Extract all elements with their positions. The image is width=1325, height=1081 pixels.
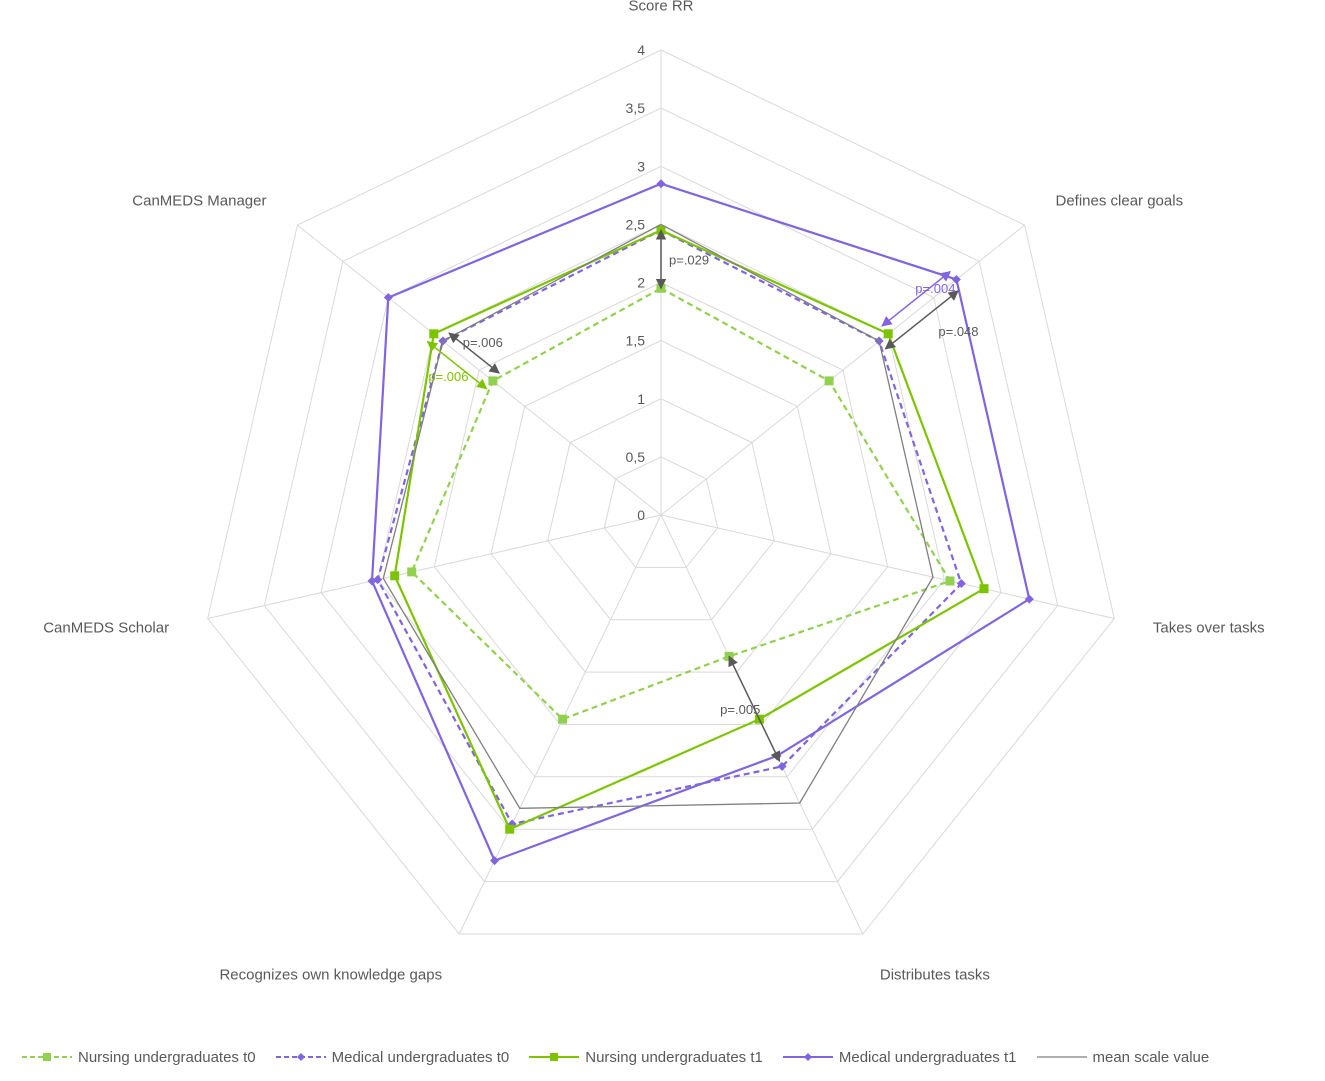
point-medical-undergraduates-t1-0 — [656, 179, 666, 189]
tick-label-4: 2 — [637, 275, 645, 291]
point-nursing-undergraduates-t0-1 — [824, 376, 834, 386]
axis-label-takes-over-tasks: Takes over tasks — [1153, 619, 1265, 636]
grid-ring-3 — [490, 340, 832, 673]
axis-label-canmeds-manager: CanMEDS Manager — [132, 192, 266, 209]
annotation-arrow-5 — [448, 332, 500, 374]
point-nursing-undergraduates-t0-5 — [407, 567, 417, 577]
annotation-label-1: p=.004 — [915, 281, 955, 296]
legend-swatch-medical-undergraduates-t0 — [275, 1053, 326, 1061]
point-medical-undergraduates-t1-2 — [1024, 594, 1034, 604]
legend-label-nursing-undergraduates-t0: Nursing undergraduates t0 — [78, 1048, 256, 1066]
grid-ring-5 — [377, 223, 945, 778]
point-nursing-undergraduates-t0-6 — [488, 376, 498, 386]
legend-swatch-mean-scale-value — [1036, 1056, 1087, 1058]
point-nursing-undergraduates-t1-2 — [979, 584, 989, 594]
spoke-1 — [660, 224, 1025, 516]
axis-label-defines-clear-goals: Defines clear goals — [1056, 192, 1184, 209]
axis-label-distributes-tasks: Distributes tasks — [880, 967, 990, 984]
point-medical-undergraduates-t0-3 — [777, 761, 787, 771]
axis-label-recognizes-own-knowledge-gaps: Recognizes own knowledge gaps — [219, 967, 442, 984]
point-medical-undergraduates-t1-4 — [490, 856, 500, 866]
series-line-medical-undergraduates-t1 — [370, 182, 1031, 862]
tick-label-8: 4 — [637, 42, 645, 58]
point-medical-undergraduates-t0-2 — [956, 579, 966, 589]
series-nursing-undergraduates-t1 — [390, 225, 989, 834]
annotation-label-0: p=.029 — [669, 252, 709, 267]
grid-ring-8 — [207, 49, 1115, 935]
annotation-5: p=.006 — [448, 332, 503, 374]
axis-label-score-rr: Score RR — [628, 0, 693, 15]
legend-item-medical-undergraduates-t1: Medical undergraduates t1 — [781, 1049, 1017, 1066]
grid-ring-1 — [603, 456, 719, 568]
legend-item-nursing-undergraduates-t1: Nursing undergraduates t1 — [527, 1049, 763, 1066]
legend: Nursing undergraduates t0 Medical undergr… — [20, 1044, 1320, 1070]
tick-label-2: 1 — [637, 391, 645, 407]
annotation-1: p=.004 — [881, 270, 955, 327]
point-nursing-undergraduates-t1-5 — [390, 571, 400, 581]
spoke-5 — [207, 514, 662, 619]
spoke-4 — [458, 514, 662, 935]
grid-ring-7 — [263, 107, 1059, 883]
axis-labels: Score RR Defines clear goals Takes over ta… — [43, 0, 1264, 984]
annotation-0: p=.029 — [655, 229, 709, 290]
tick-label-5: 2,5 — [626, 216, 646, 232]
point-medical-undergraduates-t1-6 — [383, 293, 393, 303]
annotation-label-3: p=.005 — [720, 702, 760, 717]
annotation-label-4: p=.006 — [428, 369, 468, 384]
radial-tick-labels: 0 0,5 1 1,5 2 2,5 3 3,5 4 — [626, 42, 646, 523]
point-medical-undergraduates-t1-1 — [951, 274, 961, 284]
series-line-mean-scale-value — [382, 223, 934, 809]
tick-label-0: 0 — [637, 507, 645, 523]
series-line-nursing-undergraduates-t0 — [410, 287, 952, 721]
legend-swatch-nursing-undergraduates-t1 — [529, 1053, 580, 1061]
legend-label-mean-scale-value: mean scale value — [1092, 1048, 1210, 1066]
spoke-2 — [660, 514, 1115, 619]
annotation-2: p=.048 — [884, 290, 979, 350]
tick-label-7: 3,5 — [626, 100, 646, 116]
tick-label-6: 3 — [637, 158, 645, 174]
annotation-arrow-1 — [881, 270, 952, 327]
series-mean-scale-value — [382, 223, 934, 809]
legend-label-medical-undergraduates-t0: Medical undergraduates t0 — [331, 1048, 510, 1066]
legend-label-medical-undergraduates-t1: Medical undergraduates t1 — [838, 1048, 1017, 1066]
legend-item-medical-undergraduates-t0: Medical undergraduates t0 — [274, 1048, 510, 1066]
tick-label-3: 1,5 — [626, 333, 646, 349]
point-medical-undergraduates-t1-5 — [367, 576, 377, 586]
legend-item-nursing-undergraduates-t0: Nursing undergraduates t0 — [20, 1049, 256, 1066]
tick-label-1: 0,5 — [626, 449, 646, 465]
annotation-arrow-2 — [884, 290, 959, 350]
legend-swatch-medical-undergraduates-t1 — [782, 1053, 833, 1061]
series-line-medical-undergraduates-t0 — [376, 228, 963, 826]
point-nursing-undergraduates-t1-4 — [505, 824, 515, 834]
legend-item-mean-scale-value: mean scale value — [1035, 1048, 1210, 1066]
spoke-6 — [297, 224, 662, 516]
series-medical-undergraduates-t0 — [373, 225, 966, 829]
point-nursing-undergraduates-t1-6 — [429, 329, 439, 339]
radar-chart: Score RR Defines clear goals Takes over ta… — [43, 0, 1264, 984]
annotation-label-2: p=.048 — [938, 324, 978, 339]
grid-ring-4 — [433, 281, 889, 725]
annotation-arrow-3 — [728, 655, 781, 763]
significance-annotations: p=.029 p=.004 p=.048 p=.005 p=.006 p=.006 — [426, 229, 979, 763]
point-nursing-undergraduates-t0-2 — [945, 576, 955, 586]
axis-label-canmeds-scholar: CanMEDS Scholar — [43, 619, 169, 636]
point-nursing-undergraduates-t1-1 — [883, 329, 893, 339]
grid-ring-2 — [547, 398, 775, 621]
legend-swatch-nursing-undergraduates-t0 — [22, 1053, 72, 1061]
annotation-label-5: p=.006 — [463, 335, 503, 350]
annotation-3: p=.005 — [720, 655, 781, 763]
legend-label-nursing-undergraduates-t1: Nursing undergraduates t1 — [585, 1048, 763, 1066]
point-nursing-undergraduates-t0-4 — [558, 714, 568, 724]
